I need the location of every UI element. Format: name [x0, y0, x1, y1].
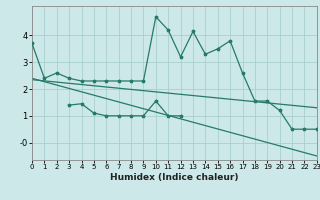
X-axis label: Humidex (Indice chaleur): Humidex (Indice chaleur)	[110, 173, 239, 182]
